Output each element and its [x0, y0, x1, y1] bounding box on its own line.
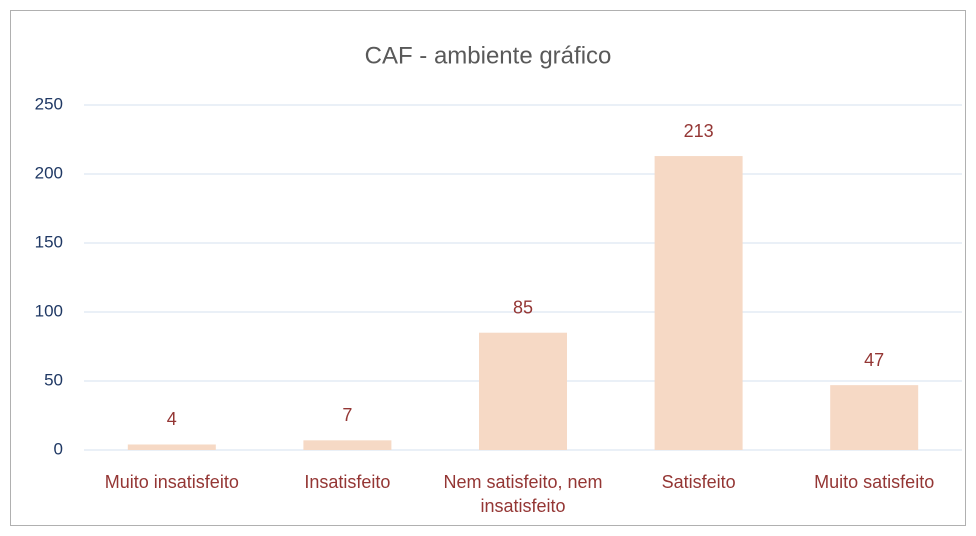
y-tick-label: 50: [44, 370, 63, 389]
bar: [303, 440, 392, 450]
data-label: 47: [864, 350, 884, 370]
y-tick-label: 200: [35, 163, 63, 182]
bar: [127, 444, 216, 450]
bar: [479, 332, 567, 450]
bar: [654, 156, 743, 450]
data-label: 7: [342, 405, 352, 425]
data-label: 4: [167, 409, 177, 429]
x-tick-label: Muito insatisfeito: [104, 472, 239, 492]
bar: [830, 385, 919, 450]
chart-title: CAF - ambiente gráfico: [365, 42, 612, 69]
y-tick-label: 0: [54, 439, 63, 458]
x-tick-label: Satisfeito: [661, 472, 736, 492]
y-tick-label: 150: [35, 232, 63, 251]
y-tick-label: 100: [35, 301, 63, 320]
x-tick-label: Nem satisfeito, nem insatisfeito: [443, 472, 603, 516]
data-label: 85: [513, 297, 533, 317]
data-label: 213: [684, 121, 714, 141]
x-tick-label: Insatisfeito: [304, 472, 391, 492]
y-tick-label: 250: [35, 94, 63, 113]
x-tick-label: Muito satisfeito: [814, 472, 935, 492]
